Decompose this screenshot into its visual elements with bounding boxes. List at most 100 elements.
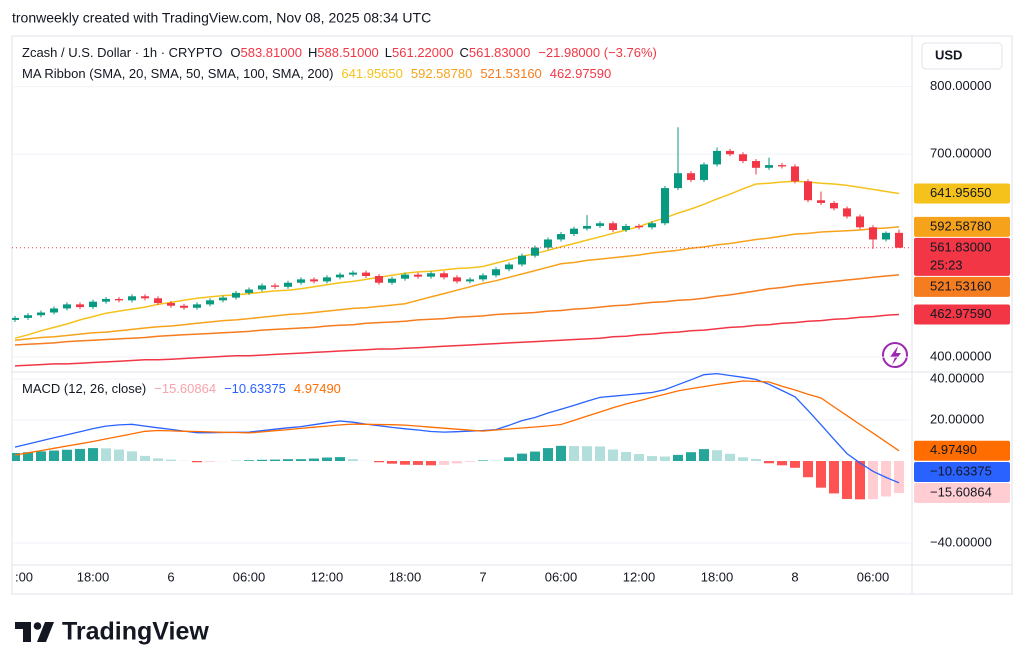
legend-item: MACD (12, 26, close) [22, 381, 146, 396]
histogram-bar [829, 461, 839, 494]
candle-body [167, 303, 175, 306]
candle-body [297, 279, 305, 283]
candle-body [700, 164, 708, 180]
histogram-bar [335, 457, 345, 462]
candle-body [245, 289, 253, 293]
plot-area [12, 86, 912, 544]
currency-button[interactable] [921, 42, 1003, 70]
brand-name: TradingView [62, 618, 209, 646]
candle-body [765, 165, 773, 168]
x-tick-label: 12:00 [311, 569, 344, 584]
histogram-bar [543, 448, 553, 462]
histogram-bar [673, 454, 683, 462]
logo-dot [33, 622, 42, 630]
candle-body [193, 304, 201, 308]
candle-body [76, 304, 84, 308]
candle-body [739, 154, 747, 162]
histogram-bar [127, 451, 137, 462]
x-tick-label: 06:00 [233, 569, 266, 584]
legend-item: Zcash / U.S. Dollar · 1h · CRYPTO [22, 45, 222, 60]
histogram-bar [478, 460, 488, 462]
price-label: 592.58780 [930, 218, 991, 233]
candle-body [843, 208, 851, 217]
histogram-bar [387, 461, 397, 464]
legend-item: −15.60864 [154, 381, 216, 396]
candle-body [12, 317, 19, 320]
histogram-bar [790, 461, 800, 468]
candle-body [414, 274, 422, 277]
histogram-bar [452, 461, 462, 464]
histogram-bar [621, 451, 631, 462]
histogram-bar [296, 459, 306, 462]
candle-body [596, 223, 604, 226]
logo-t [15, 622, 31, 642]
price-label-box [914, 440, 1010, 461]
price-label-box [914, 462, 1010, 483]
candle-body [466, 279, 474, 282]
candle-body [752, 161, 760, 168]
histogram-bar [62, 449, 72, 462]
candle-body [154, 298, 162, 304]
candle-body [362, 272, 370, 276]
histogram-bar [140, 455, 150, 462]
histogram-bar [634, 454, 644, 462]
price-label: 641.95650 [930, 185, 991, 200]
candle-body [895, 232, 903, 248]
histogram-bar [101, 448, 111, 462]
candle-body [674, 173, 682, 189]
histogram-bar [88, 448, 98, 462]
x-tick-label: 06:00 [857, 569, 890, 584]
candle-body [115, 298, 123, 301]
histogram-bar [257, 459, 267, 462]
x-tick-label: 12:00 [623, 569, 656, 584]
histogram-bar [608, 449, 618, 462]
macd-line [14, 380, 900, 456]
histogram-bar [348, 459, 358, 462]
candle-body [271, 285, 279, 287]
candle-body [232, 292, 240, 298]
ma-line [14, 226, 900, 341]
histogram-bar [712, 450, 722, 462]
candle-body [453, 277, 461, 282]
legend-item: 462.97590 [550, 66, 611, 81]
candle-body [141, 296, 149, 299]
histogram-bar [36, 451, 46, 462]
price-label-box [914, 237, 1010, 276]
legend-item: H [308, 45, 317, 60]
icon-bolt [890, 346, 901, 365]
legend-item: 592.58780 [411, 66, 472, 81]
chart-frame [11, 35, 1013, 595]
candle-body [310, 279, 318, 282]
price-label: 521.53160 [930, 278, 991, 293]
histogram-bar [413, 461, 423, 465]
candle-body [284, 282, 292, 287]
price-label: 561.83000 [930, 239, 991, 254]
legend-item: O [230, 45, 240, 60]
candle-body [830, 202, 838, 209]
candle-body [427, 273, 435, 277]
histogram-bar [530, 451, 540, 462]
candle-body [804, 181, 812, 201]
price-label: 462.97590 [930, 306, 991, 321]
y-tick-label: 700.00000 [930, 146, 991, 161]
histogram-bar [816, 461, 826, 488]
histogram-bar [556, 445, 566, 462]
assistant-icon[interactable] [882, 342, 908, 368]
candle-body [323, 277, 331, 282]
candle-body [869, 227, 877, 240]
histogram-bar [166, 459, 176, 462]
candle-body [24, 315, 32, 318]
candle-body [180, 305, 188, 308]
candle-body [687, 173, 695, 180]
currency-label: USD [935, 47, 962, 62]
candle-body [63, 304, 71, 309]
price-label-box [914, 276, 1010, 297]
candle-body [635, 225, 643, 228]
ma-legend: MA Ribbon (SMA, 20, SMA, 50, SMA, 100, S… [22, 66, 611, 81]
candle-body [479, 275, 487, 280]
legend-item: 4.97490 [294, 381, 341, 396]
histogram-bar [153, 458, 163, 462]
brand-logo [15, 622, 54, 642]
legend-item: C [459, 45, 468, 60]
